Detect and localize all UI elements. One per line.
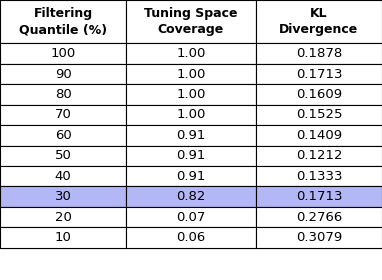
Text: Filtering
Quantile (%): Filtering Quantile (%) <box>19 7 107 36</box>
Bar <box>0 0 126 43</box>
Text: 0.1333: 0.1333 <box>296 170 342 183</box>
Bar <box>126 166 256 186</box>
Text: 0.91: 0.91 <box>176 129 206 142</box>
Bar <box>0 146 126 166</box>
Bar <box>256 84 382 105</box>
Bar <box>0 84 126 105</box>
Text: 50: 50 <box>55 149 71 162</box>
Bar <box>126 186 256 207</box>
Bar <box>0 166 126 186</box>
Bar <box>256 105 382 125</box>
Bar <box>126 207 256 227</box>
Text: 90: 90 <box>55 67 71 81</box>
Bar <box>0 207 126 227</box>
Text: 0.91: 0.91 <box>176 170 206 183</box>
Bar <box>126 0 256 43</box>
Bar <box>126 227 256 248</box>
Bar <box>256 125 382 146</box>
Text: 0.1713: 0.1713 <box>296 67 342 81</box>
Bar <box>126 43 256 64</box>
Bar <box>256 186 382 207</box>
Text: 30: 30 <box>55 190 71 203</box>
Bar <box>256 64 382 84</box>
Bar <box>256 0 382 43</box>
Text: 70: 70 <box>55 108 71 122</box>
Bar <box>256 166 382 186</box>
Text: Tuning Space
Coverage: Tuning Space Coverage <box>144 7 238 36</box>
Text: 20: 20 <box>55 211 71 224</box>
Text: 0.1212: 0.1212 <box>296 149 342 162</box>
Text: KL
Divergence: KL Divergence <box>279 7 359 36</box>
Text: 80: 80 <box>55 88 71 101</box>
Text: 0.1609: 0.1609 <box>296 88 342 101</box>
Bar <box>256 207 382 227</box>
Text: 40: 40 <box>55 170 71 183</box>
Text: 10: 10 <box>55 231 71 244</box>
Bar <box>126 105 256 125</box>
Bar <box>0 105 126 125</box>
Bar <box>0 227 126 248</box>
Bar <box>256 146 382 166</box>
Text: 0.1713: 0.1713 <box>296 190 342 203</box>
Bar <box>0 0 382 248</box>
Bar <box>256 227 382 248</box>
Text: 0.91: 0.91 <box>176 149 206 162</box>
Text: 0.06: 0.06 <box>176 231 206 244</box>
Bar <box>0 64 126 84</box>
Text: 0.3079: 0.3079 <box>296 231 342 244</box>
Bar <box>126 125 256 146</box>
Text: 0.82: 0.82 <box>176 190 206 203</box>
Bar <box>126 64 256 84</box>
Text: 0.07: 0.07 <box>176 211 206 224</box>
Bar <box>0 125 126 146</box>
Text: 60: 60 <box>55 129 71 142</box>
Text: 100: 100 <box>50 47 76 60</box>
Text: 1.00: 1.00 <box>176 88 206 101</box>
Text: 0.1525: 0.1525 <box>296 108 342 122</box>
Text: 1.00: 1.00 <box>176 108 206 122</box>
Bar <box>126 84 256 105</box>
Bar <box>0 186 126 207</box>
Bar <box>0 43 126 64</box>
Text: 0.1878: 0.1878 <box>296 47 342 60</box>
Text: 0.1409: 0.1409 <box>296 129 342 142</box>
Text: 1.00: 1.00 <box>176 47 206 60</box>
Bar <box>256 43 382 64</box>
Bar <box>126 146 256 166</box>
Text: 0.2766: 0.2766 <box>296 211 342 224</box>
Text: 1.00: 1.00 <box>176 67 206 81</box>
